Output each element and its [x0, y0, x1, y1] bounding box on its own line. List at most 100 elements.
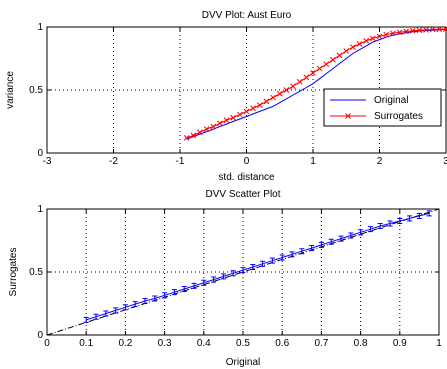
- x-tick-label: 1: [310, 156, 316, 167]
- data-point: [350, 44, 356, 51]
- legend: Original Surrogates: [323, 88, 442, 127]
- data-point: [276, 90, 283, 97]
- x-axis-title: Original: [226, 357, 260, 368]
- x-tick-label: 0.5: [236, 338, 250, 349]
- y-tick-label: 0: [37, 148, 43, 159]
- error-bar: [338, 235, 344, 242]
- error-bar: [397, 217, 403, 224]
- data-point: [409, 27, 416, 34]
- error-bar: [230, 270, 236, 277]
- error-bar: [211, 276, 217, 283]
- x-tick-label: 2: [377, 156, 383, 167]
- error-bar: [377, 222, 383, 230]
- error-bar: [318, 241, 324, 248]
- x-tick-label: 0.9: [393, 338, 407, 349]
- error-bar: [122, 304, 128, 311]
- y-axis-title: Surrogates: [8, 248, 19, 297]
- data-point: [323, 61, 330, 68]
- x-tick-label: -2: [109, 156, 118, 167]
- data-point: [190, 132, 197, 139]
- data-point: [330, 56, 336, 63]
- data-point: [389, 30, 396, 37]
- data-point: [429, 26, 436, 33]
- error-bar: [93, 313, 99, 320]
- error-bar: [240, 267, 246, 274]
- error-bar: [426, 210, 432, 217]
- data-point: [250, 105, 257, 112]
- data-point: [316, 65, 323, 72]
- error-bar: [171, 289, 177, 296]
- dvv-scatter-plot: DVV Scatter Plot 0 0.1 0.2 0.3 0.4 0.5 0.6 0.7 0…: [8, 189, 442, 368]
- y-axis-title: variance: [5, 71, 16, 109]
- error-bar: [132, 301, 138, 308]
- data-point: [183, 135, 190, 141]
- error-bar: [358, 229, 364, 236]
- data-point: [210, 123, 217, 130]
- error-bar: [348, 232, 354, 239]
- error-bar: [142, 297, 148, 304]
- x-tick-label: 1: [436, 338, 442, 349]
- x-tick-label: -1: [176, 156, 185, 167]
- error-bar: [269, 257, 275, 264]
- y-tick-label: 0: [37, 330, 43, 341]
- data-point: [383, 31, 390, 38]
- error-bar: [103, 310, 109, 317]
- legend-label-surrogates: Surrogates: [374, 111, 423, 122]
- x-tick-label: 0.6: [275, 338, 289, 349]
- y-tick-label: 0.5: [29, 267, 43, 278]
- legend-box: [323, 88, 442, 127]
- data-point: [363, 38, 370, 44]
- series-line-original: [186, 29, 447, 140]
- dvv-plot: DVV Plot: Aust Euro -3 -2 -1 0 1 2 3 0 0.5 1 Ori…: [5, 10, 447, 183]
- data-point: [443, 26, 447, 32]
- x-ticks: -3 -2 -1 0 1 2 3: [43, 27, 447, 167]
- error-bar: [289, 251, 295, 258]
- plot-title: DVV Plot: Aust Euro: [202, 10, 292, 21]
- error-bar: [299, 248, 305, 255]
- error-bar: [201, 279, 207, 286]
- x-tick-label: 0.8: [354, 338, 368, 349]
- data-point: [283, 87, 290, 93]
- data-point: [230, 114, 237, 121]
- plot-title: DVV Scatter Plot: [205, 189, 280, 200]
- data-point: [396, 29, 403, 36]
- data-point: [310, 70, 316, 76]
- data-point: [403, 28, 409, 35]
- diagonal-reference-line: [46, 208, 440, 336]
- data-point: [336, 52, 343, 59]
- error-bar: [387, 220, 393, 227]
- series-line-surrogates: [186, 28, 447, 139]
- series-group: [183, 26, 447, 141]
- error-bar: [250, 263, 256, 270]
- series-group: [46, 208, 440, 336]
- x-tick-label: 0.1: [79, 338, 93, 349]
- data-point: [296, 78, 303, 85]
- data-point: [263, 98, 270, 105]
- scatter-series-line: [86, 212, 430, 321]
- data-point: [290, 83, 296, 90]
- x-tick-label: 0: [44, 338, 50, 349]
- data-point: [217, 120, 223, 127]
- data-point: [416, 27, 423, 34]
- data-point: [356, 41, 363, 47]
- error-bar: [181, 285, 187, 293]
- y-tick-label: 0.5: [29, 85, 43, 96]
- error-bar: [407, 215, 413, 222]
- error-bar: [220, 273, 226, 280]
- error-bar: [416, 212, 422, 219]
- error-bar: [162, 292, 168, 299]
- x-tick-label: 0.7: [314, 338, 328, 349]
- legend-label-original: Original: [374, 95, 408, 106]
- x-tick-label: 0.3: [158, 338, 172, 349]
- error-bar: [367, 226, 373, 233]
- data-point: [270, 94, 276, 101]
- error-bar: [191, 282, 197, 289]
- data-point: [243, 108, 250, 115]
- data-point: [223, 117, 230, 124]
- data-point: [376, 33, 383, 40]
- data-point: [256, 102, 263, 108]
- x-tick-label: 3: [443, 156, 447, 167]
- error-bar: [279, 254, 285, 261]
- data-point: [369, 35, 376, 42]
